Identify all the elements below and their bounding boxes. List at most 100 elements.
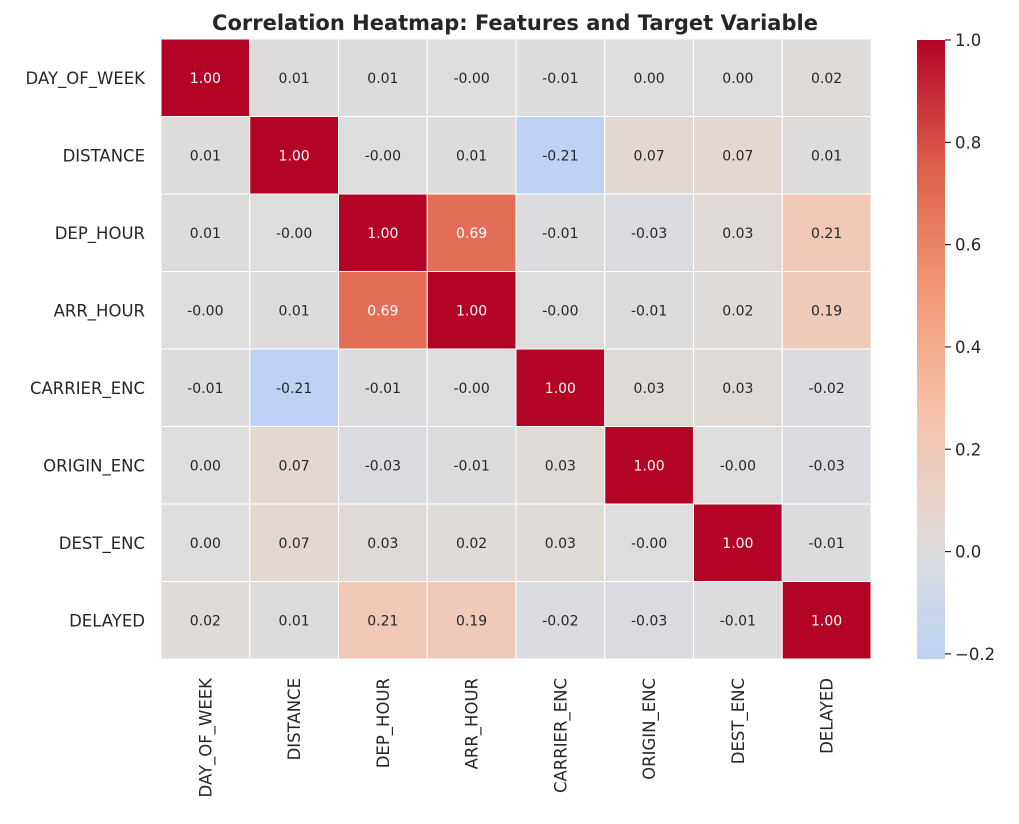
cell-annotation: -0.00 xyxy=(542,303,578,319)
row-label: ORIGIN_ENC xyxy=(43,456,145,476)
heatmap-cell xyxy=(249,581,339,660)
heatmap-cell xyxy=(604,426,694,505)
heatmap-cell xyxy=(160,503,251,582)
cell-annotation: 0.07 xyxy=(722,148,753,164)
heatmap-cell xyxy=(781,348,872,427)
heatmap-cell xyxy=(693,348,783,427)
cell-annotation: -0.01 xyxy=(454,458,490,474)
colorbar-tick-label: 0.2 xyxy=(955,440,981,459)
cell-annotation: 0.07 xyxy=(279,536,310,552)
colorbar-tick-label: 0.6 xyxy=(955,236,981,255)
cell-annotation: 1.00 xyxy=(811,613,842,629)
colorbar xyxy=(917,40,945,659)
cell-annotation: -0.00 xyxy=(454,71,490,87)
cell-annotation: 0.69 xyxy=(367,303,398,319)
heatmap-cell xyxy=(781,116,872,195)
cell-annotation: -0.21 xyxy=(542,148,578,164)
cell-annotation: -0.00 xyxy=(276,226,312,242)
cell-annotation: -0.00 xyxy=(720,458,756,474)
heatmap-cell xyxy=(515,348,606,427)
heatmap-cell xyxy=(693,271,783,350)
cell-annotation: -0.01 xyxy=(542,71,578,87)
heatmap-cell xyxy=(338,503,428,582)
heatmap-cell xyxy=(604,348,694,427)
heatmap-cell xyxy=(160,193,251,272)
cell-annotation: 1.00 xyxy=(634,458,665,474)
cell-annotation: -0.01 xyxy=(631,303,667,319)
heatmap-cell xyxy=(515,116,606,195)
heatmap-cell xyxy=(338,426,428,505)
heatmap-cell xyxy=(515,503,606,582)
heatmap-cell xyxy=(515,271,606,350)
cell-annotation: 0.03 xyxy=(545,536,576,552)
heatmap-cell xyxy=(426,116,517,195)
column-label: DEST_ENC xyxy=(729,678,749,764)
cell-annotation: -0.01 xyxy=(187,381,223,397)
cell-annotation: 0.00 xyxy=(634,71,665,87)
cell-annotation: -0.01 xyxy=(809,536,845,552)
column-label: CARRIER_ENC xyxy=(551,678,571,793)
heatmap-cell xyxy=(426,271,517,350)
heatmap-cell xyxy=(781,38,872,117)
cell-annotation: 0.02 xyxy=(190,613,221,629)
heatmap-cell xyxy=(604,38,694,117)
heatmap-cell xyxy=(338,193,428,272)
cell-annotation: -0.01 xyxy=(365,381,401,397)
column-label: DAY_OF_WEEK xyxy=(196,677,216,798)
cell-annotation: 0.07 xyxy=(634,148,665,164)
heatmap-cell xyxy=(338,38,428,117)
cell-annotation: -0.00 xyxy=(631,536,667,552)
cell-annotation: -0.03 xyxy=(631,226,667,242)
heatmap-cell xyxy=(249,503,339,582)
column-label: ARR_HOUR xyxy=(463,678,483,769)
column-label: DELAYED xyxy=(818,678,837,754)
heatmap-cell xyxy=(249,426,339,505)
heatmap-cell xyxy=(249,116,339,195)
cell-annotation: 1.00 xyxy=(456,303,487,319)
heatmap-cell xyxy=(693,426,783,505)
heatmap-cell xyxy=(515,581,606,660)
column-label: DEP_HOUR xyxy=(374,678,394,768)
cell-annotation: 0.01 xyxy=(190,148,221,164)
cell-annotation: 0.03 xyxy=(634,381,665,397)
cell-annotation: -0.00 xyxy=(365,148,401,164)
cell-annotation: 1.00 xyxy=(545,381,576,397)
row-label: CARRIER_ENC xyxy=(30,379,145,399)
cell-annotation: 0.02 xyxy=(722,303,753,319)
cell-annotation: 1.00 xyxy=(190,71,221,87)
heatmap-cell xyxy=(515,38,606,117)
heatmap-cell xyxy=(426,581,517,660)
heatmap-cell xyxy=(338,348,428,427)
chart-title: Correlation Heatmap: Features and Target… xyxy=(212,11,818,35)
heatmap-cell xyxy=(249,38,339,117)
cell-annotation: -0.21 xyxy=(276,381,312,397)
cell-annotation: 0.01 xyxy=(190,226,221,242)
heatmap-cell xyxy=(426,193,517,272)
heatmap-cell xyxy=(604,193,694,272)
cell-annotation: 0.01 xyxy=(279,303,310,319)
colorbar-tick-label: 0.4 xyxy=(955,338,981,357)
heatmap-cell xyxy=(338,581,428,660)
heatmap-cell xyxy=(515,193,606,272)
cell-annotation: -0.00 xyxy=(454,381,490,397)
row-label: DEP_HOUR xyxy=(55,224,145,244)
heatmap-cell xyxy=(781,581,872,660)
column-label: ORIGIN_ENC xyxy=(640,678,660,780)
heatmap-cell xyxy=(604,581,694,660)
colorbar-tick-label: 1.0 xyxy=(955,31,981,50)
heatmap-cell xyxy=(693,193,783,272)
heatmap-cells: 1.00 0.01 0.01 -0.00 -0.01 0.00 0.00 0.02 0.01 1.… xyxy=(160,38,872,660)
cell-annotation: 0.03 xyxy=(722,381,753,397)
row-label: DISTANCE xyxy=(63,146,145,165)
heatmap-cell xyxy=(160,271,251,350)
colorbar-ticks: −0.2 0.0 0.2 0.4 0.6 0.8 1.0 xyxy=(945,31,995,664)
cell-annotation: -0.02 xyxy=(542,613,578,629)
row-label: DEST_ENC xyxy=(59,534,145,554)
colorbar-tick-label: 0.8 xyxy=(955,133,981,152)
cell-annotation: 1.00 xyxy=(367,226,398,242)
cell-annotation: 0.03 xyxy=(367,536,398,552)
cell-annotation: -0.03 xyxy=(365,458,401,474)
colorbar-tick-label: −0.2 xyxy=(955,645,995,664)
cell-annotation: 0.01 xyxy=(811,148,842,164)
